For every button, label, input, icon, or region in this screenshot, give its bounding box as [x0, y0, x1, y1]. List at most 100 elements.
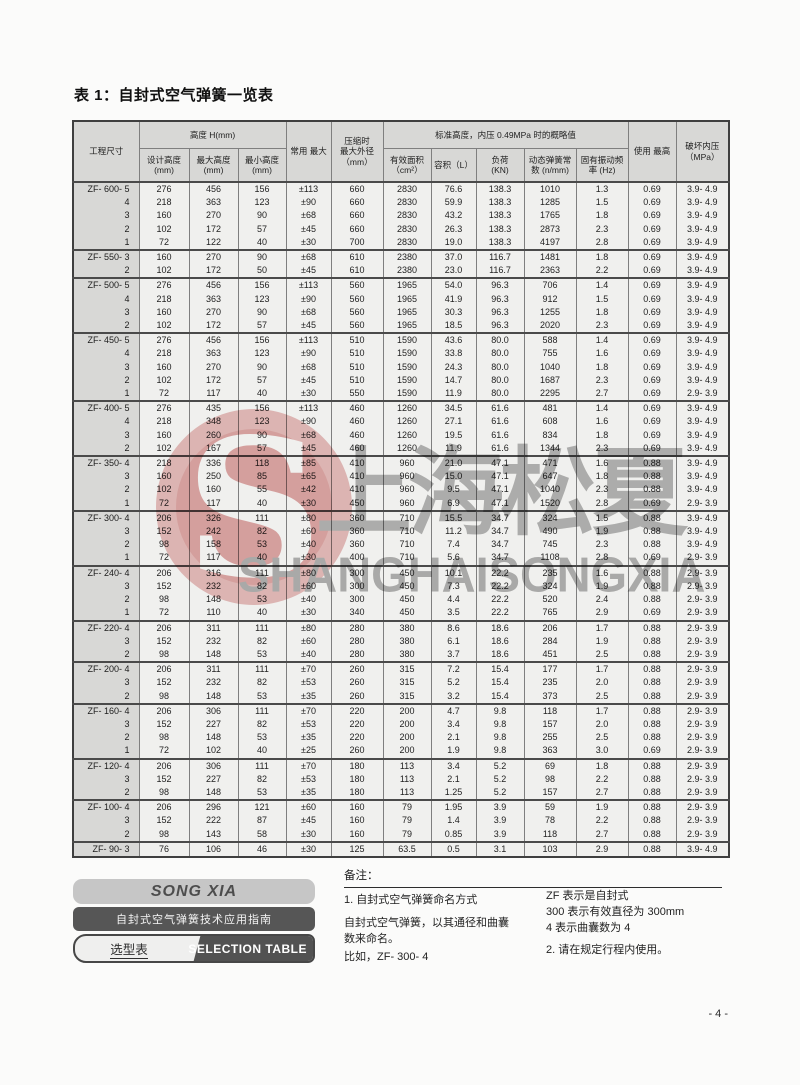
value-cell: 3.9- 4.9	[675, 415, 730, 429]
value-cell: 560	[330, 292, 384, 306]
value-cell: 206	[138, 702, 190, 718]
value-cell: 0.88	[627, 717, 677, 732]
value-cell: 510	[330, 360, 384, 374]
value-cell: 53	[237, 689, 287, 704]
value-cell: 0.88	[627, 647, 677, 663]
value-cell: 96.3	[475, 305, 525, 320]
value-cell: 610	[330, 264, 384, 279]
value-cell: 90	[237, 305, 287, 320]
value-cell: 608	[523, 415, 577, 429]
value-cell: 4197	[523, 235, 577, 251]
value-cell: 9.8	[475, 731, 525, 745]
value-cell: 3.2	[430, 689, 477, 704]
value-cell: 1.95	[430, 799, 477, 815]
value-cell: 57	[237, 441, 287, 457]
value-cell: 510	[330, 373, 384, 388]
value-cell: 152	[138, 814, 190, 828]
model-cell: 4	[72, 347, 140, 361]
value-cell: 960	[382, 455, 432, 471]
value-cell: 1590	[382, 360, 432, 374]
value-cell: 106	[188, 840, 239, 857]
value-cell: 98	[138, 538, 190, 552]
notes-right-column: ZF 表示是自封式 300 表示有效直径为 300mm 4 表示曲囊数为 4 2…	[546, 888, 728, 958]
value-cell: 300	[330, 579, 384, 594]
col-header-frequency: 固有振动频 率 (Hz)	[575, 148, 629, 183]
value-cell: 222	[188, 814, 239, 828]
value-cell: ±70	[285, 661, 332, 677]
value-cell: ±60	[285, 525, 332, 539]
value-cell: 380	[382, 647, 432, 663]
value-cell: 1.8	[575, 757, 629, 773]
value-cell: 50	[237, 264, 287, 279]
value-cell: 2.8	[575, 496, 629, 511]
value-cell: 0.88	[627, 702, 677, 718]
value-cell: 1260	[382, 415, 432, 429]
value-cell: 276	[138, 332, 190, 348]
value-cell: 54.0	[430, 277, 477, 293]
value-cell: 102	[138, 373, 190, 388]
value-cell: 1.3	[575, 182, 629, 197]
value-cell: 11.9	[430, 387, 477, 402]
table-row: ZF- 550- 3 160 270 90 ±68 610 2380 37.0 116.7 148…	[72, 249, 730, 265]
value-cell: 3.9	[475, 799, 525, 815]
value-cell: 400	[330, 551, 384, 566]
model-cell: ZF- 350- 4	[72, 455, 140, 471]
model-cell: ZF- 240- 4	[72, 564, 140, 580]
value-cell: 260	[330, 744, 384, 759]
value-cell: 1.25	[430, 785, 477, 801]
value-cell: 2.9- 3.9	[675, 717, 730, 732]
value-cell: 3.9- 4.9	[675, 470, 730, 484]
value-cell: 912	[523, 292, 577, 306]
value-cell: 90	[237, 209, 287, 223]
value-cell: 206	[138, 757, 190, 773]
value-cell: 2.9- 3.9	[675, 772, 730, 786]
table-row: ZF- 450- 5 276 456 156 ±113 510 1590 43.6 80.0 58…	[72, 332, 730, 348]
value-cell: 1260	[382, 428, 432, 442]
value-cell: 206	[138, 661, 190, 677]
model-cell: 1	[72, 606, 140, 621]
col-header-od: 压缩时 最大外径 （mm）	[330, 120, 384, 183]
value-cell: 24.3	[430, 360, 477, 374]
value-cell: 30.3	[430, 305, 477, 320]
value-cell: 456	[188, 277, 239, 293]
value-cell: 218	[138, 292, 190, 306]
value-cell: ±35	[285, 785, 332, 801]
value-cell: 450	[382, 606, 432, 621]
value-cell: 3.9- 4.9	[675, 264, 730, 279]
value-cell: 765	[523, 606, 577, 621]
value-cell: 2.0	[575, 717, 629, 732]
value-cell: 3.9- 4.9	[675, 441, 730, 457]
col-header-volume: 容积（L）	[430, 148, 477, 183]
note-line: 自封式空气弹簧，以其通径和曲囊 数来命名。	[344, 917, 509, 945]
value-cell: 270	[188, 249, 239, 265]
value-cell: 490	[523, 525, 577, 539]
value-cell: 260	[188, 428, 239, 442]
value-cell: 2.9- 3.9	[675, 799, 730, 815]
value-cell: ±45	[285, 814, 332, 828]
value-cell: 160	[330, 814, 384, 828]
value-cell: 1255	[523, 305, 577, 320]
value-cell: 200	[382, 717, 432, 732]
value-cell: 0.69	[627, 222, 677, 236]
value-cell: 0.88	[627, 593, 677, 607]
value-cell: 2.5	[575, 689, 629, 704]
value-cell: 2830	[382, 222, 432, 236]
value-cell: 152	[138, 772, 190, 786]
model-cell: ZF- 120- 4	[72, 757, 140, 773]
value-cell: 0.69	[627, 305, 677, 320]
value-cell: 15.4	[475, 661, 525, 677]
value-cell: 960	[382, 483, 432, 497]
value-cell: 0.69	[627, 249, 677, 265]
model-cell: ZF- 500- 5	[72, 277, 140, 293]
note-line: 2. 请在规定行程内使用。	[546, 944, 669, 956]
page-title: 表 1：自封式空气弹簧一览表	[74, 87, 274, 104]
value-cell: 0.88	[627, 840, 677, 857]
value-cell: 300	[330, 564, 384, 580]
value-cell: 0.5	[430, 840, 477, 857]
value-cell: 2.5	[575, 647, 629, 663]
value-cell: 2.2	[575, 814, 629, 828]
value-cell: 200	[382, 744, 432, 759]
value-cell: 102	[188, 744, 239, 759]
value-cell: 160	[138, 470, 190, 484]
value-cell: 113	[382, 772, 432, 786]
